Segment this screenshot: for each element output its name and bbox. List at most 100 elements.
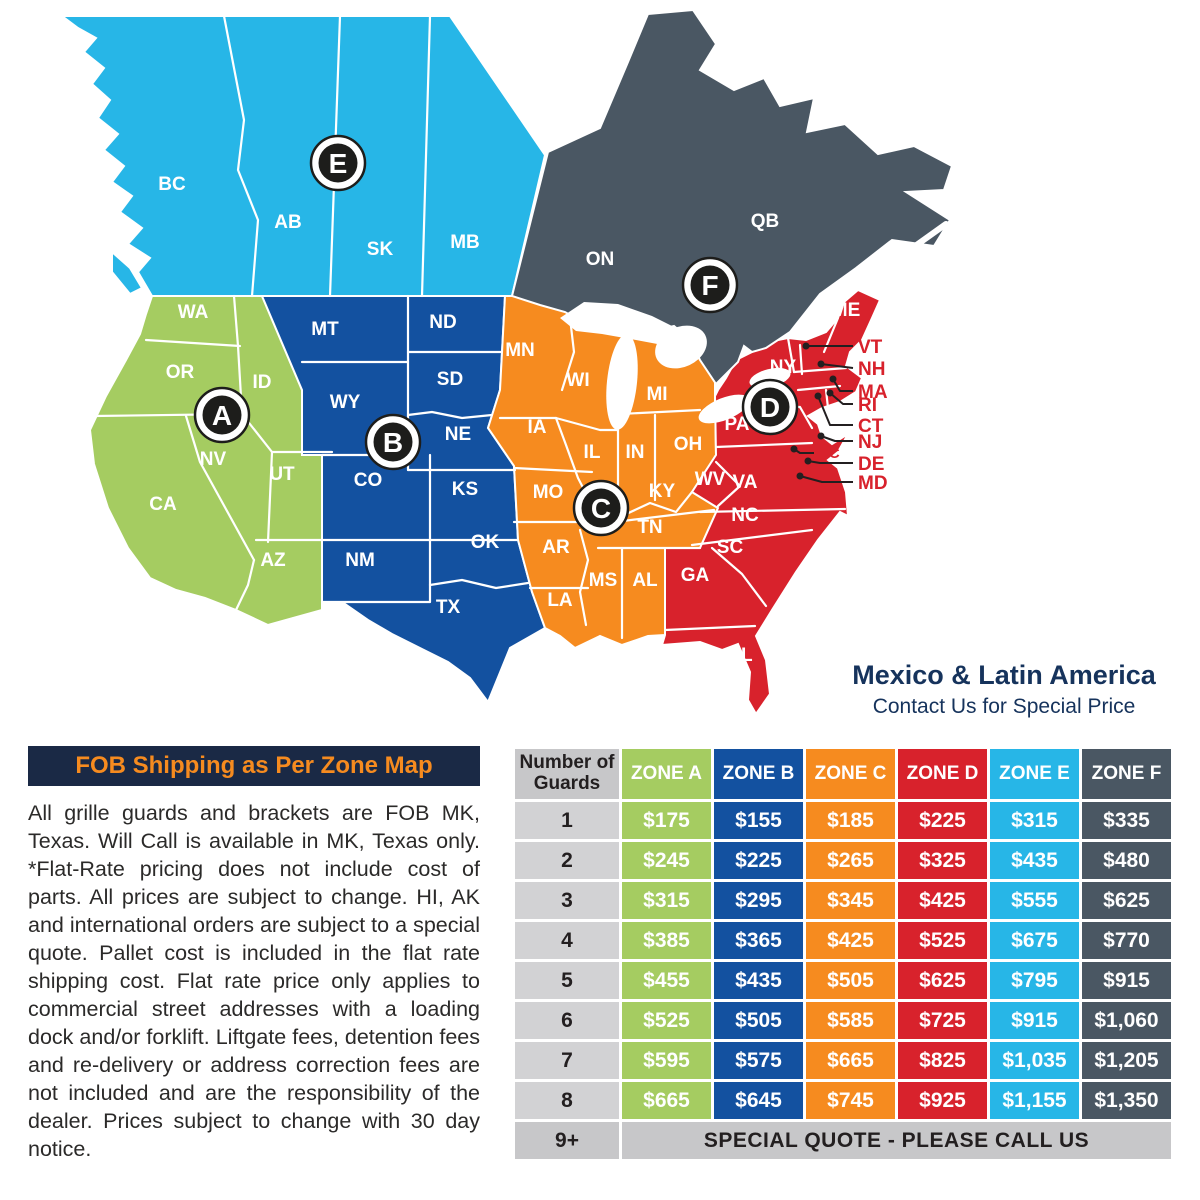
state-label-fl: FL (729, 645, 753, 666)
price-cell: $555 (990, 882, 1079, 919)
price-row: 4 $385 $365 $425 $525 $675 $770 (515, 922, 1171, 959)
info-body-text: All grille guards and brackets are FOB M… (28, 801, 480, 1161)
border-ga-fl (663, 624, 757, 632)
callout-dot-dc (790, 445, 798, 453)
zone-regions (59, 8, 954, 716)
border-mi-oh-in (618, 408, 702, 416)
lake-superior (560, 302, 690, 346)
price-row: 7 $595 $575 $665 $825 $1,035 $1,205 (515, 1042, 1171, 1079)
border-ma-south (796, 384, 842, 392)
guards-cell: 9+ (515, 1122, 619, 1159)
state-label-ks: KS (452, 479, 478, 500)
zone-marker-disc (581, 488, 621, 528)
price-cell: $795 (990, 962, 1079, 999)
state-label-tx: TX (436, 597, 461, 618)
zone-marker-disc (750, 387, 790, 427)
mexico-note-subtitle: Contact Us for Special Price (872, 695, 1136, 718)
zone-marker-letter: F (701, 270, 718, 301)
callout-dot-ri (826, 389, 834, 397)
state-label-mn: MN (505, 340, 535, 361)
zone-marker-d: D (741, 378, 799, 436)
callout-label-de: DE (858, 454, 884, 475)
zone-e-region (59, 15, 547, 297)
lakes (560, 221, 949, 430)
state-label-az: AZ (260, 550, 286, 571)
state-label-ga: GA (681, 565, 710, 586)
price-cell: $915 (1082, 962, 1171, 999)
callout-dot-ma (829, 375, 837, 383)
price-cell: $435 (990, 842, 1079, 879)
zone-header-cell: ZONE C (806, 749, 895, 799)
state-label-ab: AB (274, 212, 301, 233)
state-label-la: LA (547, 590, 573, 611)
price-cell: $185 (806, 802, 895, 839)
callout-label-nj: NJ (858, 432, 882, 453)
zone-marker-disc (318, 143, 358, 183)
vancouver-island (111, 249, 144, 296)
state-label-il: IL (584, 442, 601, 463)
guards-cell: 2 (515, 842, 619, 879)
price-cell: $1,205 (1082, 1042, 1171, 1079)
price-cell: $1,155 (990, 1082, 1079, 1119)
price-cell: $480 (1082, 842, 1171, 879)
price-cell: $265 (806, 842, 895, 879)
zone-header-cell: ZONE B (714, 749, 803, 799)
border-sd-ne (406, 410, 494, 420)
border-ny-vt (786, 336, 796, 374)
lake-erie (698, 394, 750, 424)
price-cell: $365 (714, 922, 803, 959)
border-ca-nv (184, 414, 256, 562)
price-cell: $295 (714, 882, 803, 919)
price-cell: $505 (714, 1002, 803, 1039)
state-label-nd: ND (429, 312, 456, 333)
price-cell: $425 (898, 882, 987, 919)
border-bc-ab (222, 14, 260, 298)
lake-huron (655, 325, 707, 369)
price-cell: $225 (714, 842, 803, 879)
zone-marker-disc (690, 265, 730, 305)
state-label-wa: WA (178, 302, 209, 323)
price-row: 2 $245 $225 $265 $325 $435 $480 (515, 842, 1171, 879)
zone-marker-f: F (681, 256, 739, 314)
border-nv-ut (266, 450, 274, 544)
price-cell: $245 (622, 842, 711, 879)
mexico-note: Mexico & Latin America Contact Us for Sp… (848, 660, 1160, 719)
zone-marker-a: A (193, 386, 251, 444)
price-cell: $315 (622, 882, 711, 919)
state-label-ny: NY (770, 357, 797, 378)
state-label-sc: SC (717, 537, 744, 558)
price-cell: $645 (714, 1082, 803, 1119)
state-label-mo: MO (533, 482, 564, 503)
state-label-wv: WV (695, 469, 726, 490)
callout-line-de (807, 460, 853, 464)
price-cell: $585 (806, 1002, 895, 1039)
zone-header-cell: ZONE D (898, 749, 987, 799)
zone-marker-letter: B (383, 427, 403, 458)
price-cell: $505 (806, 962, 895, 999)
callout-label-ri: RI (858, 395, 877, 416)
state-label-ne: NE (445, 424, 471, 445)
special-quote-row: 9+ SPECIAL QUOTE - PLEASE CALL US (515, 1122, 1171, 1159)
zone-marker-disc (202, 395, 242, 435)
price-cell: $1,060 (1082, 1002, 1171, 1039)
state-label-ut: UT (269, 464, 295, 485)
state-borders (92, 14, 848, 640)
state-label-ok: OK (471, 532, 500, 553)
guards-cell: 8 (515, 1082, 619, 1119)
state-label-ca: CA (149, 494, 177, 515)
state-label-ia: IA (528, 417, 547, 438)
table-header-row: Number of Guards ZONE A ZONE B ZONE C ZONE D… (515, 749, 1171, 799)
price-cell: $425 (806, 922, 895, 959)
price-cell: $725 (898, 1002, 987, 1039)
callout-label-md: MD (858, 473, 888, 494)
callout-lines (790, 342, 854, 483)
guards-header-cell: Number of Guards (515, 749, 619, 799)
callout-label-vt: VT (858, 337, 883, 358)
price-cell: $345 (806, 882, 895, 919)
border-ma-north (792, 366, 848, 374)
guards-cell: 5 (515, 962, 619, 999)
special-quote-cell: SPECIAL QUOTE - PLEASE CALL US (622, 1122, 1171, 1159)
price-cell: $175 (622, 802, 711, 839)
state-label-qb: QB (751, 211, 780, 232)
